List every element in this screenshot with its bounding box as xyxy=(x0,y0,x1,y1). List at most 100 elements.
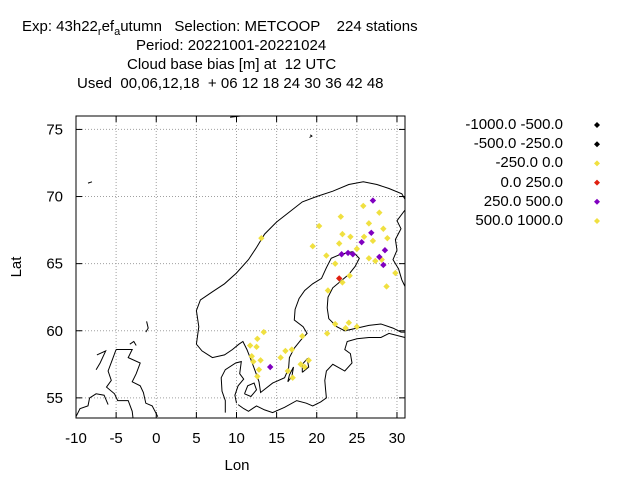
station-marker xyxy=(257,357,264,364)
station-marker xyxy=(323,252,330,259)
station-marker xyxy=(324,287,332,294)
station-marker xyxy=(315,222,323,230)
station-marker xyxy=(254,373,261,380)
legend-label: 500.0 1000.0 xyxy=(475,212,563,229)
station-marker xyxy=(284,367,292,375)
station-marker xyxy=(376,253,383,261)
x-tick-label: -5 xyxy=(109,430,122,447)
station-marker xyxy=(282,347,289,355)
y-tick-label: 55 xyxy=(46,390,63,407)
station-marker xyxy=(301,363,308,371)
y-tick-label: 65 xyxy=(46,256,63,273)
station-marker xyxy=(380,225,387,232)
station-marker xyxy=(258,234,265,242)
station-marker xyxy=(297,361,304,368)
axis-ticks: -10 -5 0 5 10 15 20 25 30 55 60 65 70 75 xyxy=(46,116,405,447)
station-marker xyxy=(323,330,331,337)
station-marker xyxy=(358,238,365,246)
station-marker xyxy=(255,366,263,373)
station-marker xyxy=(336,275,343,282)
chart-title-line-4: Used 00,06,12,18 + 06 12 18 24 30 36 42 … xyxy=(77,75,384,92)
legend-marker xyxy=(594,160,600,167)
coastline-segment xyxy=(75,393,109,417)
station-marker xyxy=(331,320,339,328)
x-tick-label: 30 xyxy=(389,430,406,447)
coastline-segment xyxy=(196,251,353,394)
station-marker xyxy=(250,358,257,365)
station-marker xyxy=(254,335,261,343)
station-marker xyxy=(339,230,346,238)
y-axis-label: Lat xyxy=(8,256,25,278)
x-tick-label: 25 xyxy=(349,430,366,447)
legend-label: -1000.0 -500.0 xyxy=(465,116,563,133)
y-tick-label: 60 xyxy=(46,323,63,340)
station-marker xyxy=(392,269,399,277)
legend-label: -500.0 -250.0 xyxy=(473,135,563,153)
station-marker xyxy=(338,251,345,258)
station-marker xyxy=(376,209,383,216)
station-marker xyxy=(331,260,339,267)
station-marker xyxy=(337,213,345,220)
station-marker xyxy=(277,354,284,361)
x-tick-label: 15 xyxy=(268,430,285,447)
coastline-segment xyxy=(195,181,406,345)
coastline-segment xyxy=(129,340,137,346)
station-marker xyxy=(253,343,260,351)
station-marker xyxy=(336,240,343,247)
coastline-segment xyxy=(116,349,159,417)
x-tick-label: 0 xyxy=(152,430,160,447)
station-marker xyxy=(299,332,306,340)
station-marker xyxy=(360,202,367,210)
coastline-segment xyxy=(309,134,313,138)
station-marker xyxy=(353,323,361,330)
grid xyxy=(75,116,405,418)
legend-marker xyxy=(594,141,600,148)
station-marker xyxy=(360,233,368,240)
plot-frame xyxy=(75,115,406,419)
x-tick-label: 20 xyxy=(308,430,325,447)
station-marker xyxy=(346,272,353,279)
x-tick-label: 10 xyxy=(228,430,245,447)
station-marker xyxy=(305,357,312,364)
station-marker xyxy=(353,245,361,253)
y-tick-label: 70 xyxy=(46,189,63,206)
station-marker xyxy=(260,328,267,336)
x-axis-label: Lon xyxy=(224,457,249,474)
coastline-segment xyxy=(326,251,405,333)
x-tick-label: -10 xyxy=(65,430,87,447)
chart-title-line-2: Period: 20221001-20221024 xyxy=(136,37,327,54)
legend-label: 0.0 250.0 xyxy=(500,173,563,191)
legend-marker xyxy=(594,122,600,128)
legend-label: -250.0 0.0 xyxy=(495,154,563,172)
station-marker xyxy=(381,247,389,254)
station-marker xyxy=(372,257,379,265)
legend-marker xyxy=(594,179,600,186)
station-marker xyxy=(289,374,296,381)
coastline-segment xyxy=(145,321,149,333)
coastline-segment xyxy=(392,209,406,287)
station-marker xyxy=(380,261,387,269)
legend-marker xyxy=(594,198,600,205)
y-tick-label: 75 xyxy=(46,121,63,138)
station-marker xyxy=(347,233,354,240)
coastline-segment xyxy=(105,349,134,419)
coastline xyxy=(75,115,406,419)
x-tick-label: 5 xyxy=(192,430,200,447)
station-marker xyxy=(344,249,352,257)
station-marker xyxy=(369,237,377,245)
station-marker xyxy=(383,283,390,290)
station-marker xyxy=(365,220,373,227)
coastline-segment xyxy=(95,349,107,370)
coastline-segment xyxy=(244,382,258,398)
station-marker xyxy=(246,342,254,349)
station-marker xyxy=(365,255,373,262)
station-markers xyxy=(246,197,399,381)
station-marker xyxy=(345,319,353,326)
station-marker xyxy=(309,242,316,250)
station-marker xyxy=(248,353,255,360)
chart-title-line-3: Cloud base bias [m] at 12 UTC xyxy=(127,56,337,73)
station-marker xyxy=(339,279,346,286)
legend-marker xyxy=(594,218,600,224)
legend xyxy=(594,122,600,224)
